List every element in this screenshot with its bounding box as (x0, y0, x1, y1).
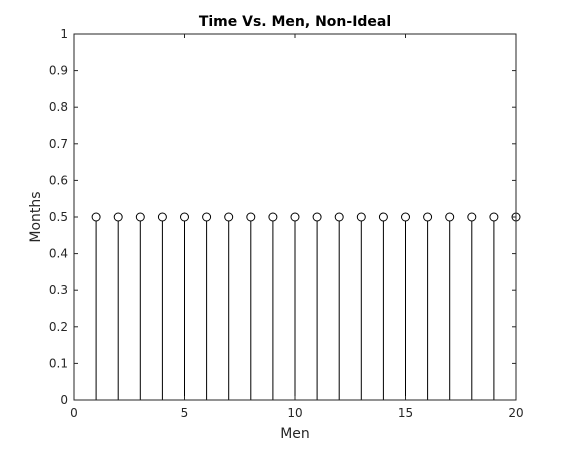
x-tick-label: 0 (70, 406, 78, 420)
y-tick-label: 0.9 (49, 64, 68, 78)
stem-marker (246, 212, 256, 222)
stem-marker (356, 212, 366, 222)
stem-marker (467, 212, 477, 222)
x-tick-label: 5 (181, 406, 189, 420)
y-tick-label: 0.8 (49, 100, 68, 114)
stem-marker (312, 212, 322, 222)
stem-marker (378, 212, 388, 222)
stem-marker (180, 212, 189, 222)
x-axis-label: Men (280, 426, 310, 442)
chart-title: Time Vs. Men, Non-Ideal (199, 14, 391, 30)
y-tick-label: 0.1 (49, 356, 68, 370)
stem-marker (113, 212, 123, 222)
y-tick-label: 0.4 (49, 247, 68, 261)
stem-marker (489, 212, 499, 222)
x-tick-label: 15 (398, 406, 413, 420)
y-tick-label: 1 (60, 27, 68, 41)
stem-marker (445, 212, 455, 222)
y-tick-label: 0.7 (49, 137, 68, 151)
stem-marker (401, 212, 410, 222)
tick-labels: 0 5 10 15 20 0 0.1 0.2 0.3 0.4 0.5 0.6 0.7 0.8 0.9 1 (49, 27, 524, 420)
stem-marker (202, 212, 212, 222)
stem-marker (91, 212, 101, 222)
stem-marker (224, 212, 234, 222)
x-tick-label: 10 (287, 406, 302, 420)
y-tick-label: 0.3 (49, 283, 68, 297)
stem-marker (135, 212, 145, 222)
y-tick-label: 0.6 (49, 173, 68, 187)
y-tick-label: 0.5 (49, 210, 68, 224)
stem-marker (290, 212, 300, 222)
y-tick-label: 0.2 (49, 320, 68, 334)
stem-marker (423, 212, 433, 222)
stem-marker (157, 212, 167, 222)
y-axis-label: Months (28, 191, 44, 242)
tick-marks (73, 33, 517, 401)
y-tick-label: 0 (60, 393, 68, 407)
x-tick-label: 20 (508, 406, 523, 420)
stem-marker (334, 212, 344, 222)
stem-marker (268, 212, 278, 222)
